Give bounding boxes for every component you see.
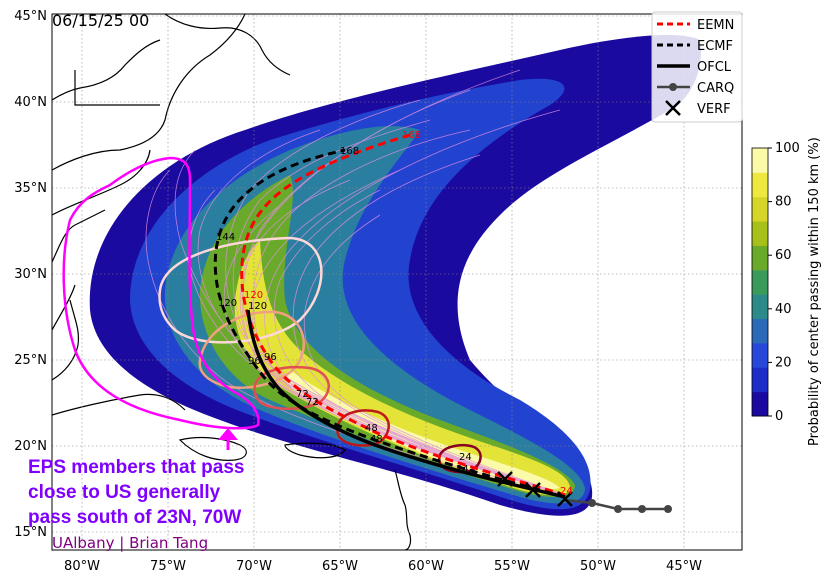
colorbar-tick-label: 80 bbox=[775, 195, 792, 210]
lon-label-55: 55°W bbox=[494, 559, 530, 574]
eemn-hour-168: 168 bbox=[402, 130, 421, 141]
carq-track bbox=[564, 498, 672, 513]
colorbar-segment bbox=[752, 196, 768, 222]
eemn-hour-120: 120 bbox=[244, 290, 263, 301]
colorbar-segment bbox=[752, 318, 768, 344]
ecmf-hour-48: 48 bbox=[370, 434, 383, 445]
lat-label-15: 15°N bbox=[14, 525, 47, 540]
colorbar-segment bbox=[752, 342, 768, 368]
colorbar-segment bbox=[752, 294, 768, 320]
ecmf-hour-96: 96 bbox=[248, 356, 261, 367]
hour-labels: 168 120 24 168 144 120 96 72 48 24 120 9… bbox=[216, 130, 573, 497]
ecmf-hour-120: 120 bbox=[218, 298, 237, 309]
eemn-hour-24: 24 bbox=[560, 486, 573, 497]
lon-label-70: 70°W bbox=[236, 559, 272, 574]
ofcl-track bbox=[246, 309, 566, 499]
lat-label-45: 45°N bbox=[14, 9, 47, 24]
annotation-line-2: close to US generally bbox=[28, 482, 221, 503]
annotation-line-3: pass south of 23N, 70W bbox=[28, 507, 241, 528]
lon-label-50: 50°W bbox=[580, 559, 616, 574]
ecmf-hour-168: 168 bbox=[340, 146, 359, 157]
verf-markers bbox=[497, 471, 573, 507]
datestamp: 06/15/25 00 bbox=[52, 11, 149, 30]
legend-eemn: EEMN bbox=[697, 18, 734, 33]
lon-label-65: 65°W bbox=[322, 559, 358, 574]
colorbar-segment bbox=[752, 221, 768, 246]
lon-label-60: 60°W bbox=[408, 559, 444, 574]
annotation-line-1: EPS members that pass bbox=[28, 457, 244, 478]
ofcl-hour-72: 72 bbox=[296, 389, 309, 400]
lon-label-80: 80°W bbox=[64, 559, 100, 574]
colorbar-segment bbox=[752, 269, 768, 295]
colorbar-tick-label: 40 bbox=[775, 302, 792, 317]
ecmf-hour-144: 144 bbox=[216, 232, 235, 243]
colorbar-segment bbox=[752, 367, 768, 393]
lat-label-30: 30°N bbox=[14, 267, 47, 282]
contour-120h bbox=[158, 236, 323, 344]
legend: EEMN ECMF OFCL CARQ VERF bbox=[651, 11, 743, 123]
colorbar-label: Probability of center passing within 150… bbox=[807, 137, 822, 446]
lat-label-35: 35°N bbox=[14, 181, 47, 196]
prob-level-100 bbox=[286, 370, 560, 490]
ecmf-hour-24: 24 bbox=[456, 464, 469, 475]
us-approach-members-outline bbox=[62, 156, 260, 430]
colorbar-tick-label: 20 bbox=[775, 355, 792, 370]
map-frame bbox=[51, 13, 743, 551]
lat-label-25: 25°N bbox=[14, 353, 47, 368]
colorbar-segment bbox=[752, 148, 768, 173]
lat-label-20: 20°N bbox=[14, 439, 47, 454]
colorbar-segment bbox=[752, 172, 768, 198]
annotation-arrow bbox=[218, 428, 238, 440]
ofcl-hour-24: 24 bbox=[459, 452, 472, 463]
colorbar-tick-label: 100 bbox=[775, 141, 800, 156]
colorbar-tick-label: 0 bbox=[775, 409, 783, 424]
lat-label-40: 40°N bbox=[14, 95, 47, 110]
colorbar: 0 20 40 60 80 100 Probability of center passi… bbox=[751, 137, 822, 446]
legend-ecmf: ECMF bbox=[697, 39, 733, 54]
legend-verf: VERF bbox=[697, 102, 731, 117]
ofcl-hour-120: 120 bbox=[248, 301, 267, 312]
legend-ofcl: OFCL bbox=[697, 60, 732, 75]
lon-label-75: 75°W bbox=[150, 559, 186, 574]
colorbar-tick-label: 60 bbox=[775, 248, 792, 263]
ofcl-hour-96: 96 bbox=[264, 352, 277, 363]
annotation: EPS members that pass close to US genera… bbox=[28, 457, 244, 528]
lon-label-45: 45°W bbox=[666, 559, 702, 574]
ecmf-track bbox=[213, 148, 566, 499]
legend-carq: CARQ bbox=[697, 81, 734, 96]
colorbar-segment bbox=[752, 391, 768, 417]
contour-96h bbox=[198, 310, 306, 389]
credit: UAlbany | Brian Tang bbox=[52, 534, 208, 552]
contour-48h bbox=[336, 409, 390, 447]
lon-axis: 80°W 75°W 70°W 65°W 60°W 55°W 50°W 45°W bbox=[64, 559, 702, 574]
ofcl-hour-48: 48 bbox=[365, 423, 378, 434]
ecmf-hour-72: 72 bbox=[306, 397, 319, 408]
colorbar-segment bbox=[752, 245, 768, 271]
lat-axis: 45°N 40°N 35°N 30°N 25°N 20°N 15°N bbox=[14, 9, 47, 540]
eemn-track bbox=[240, 133, 566, 497]
